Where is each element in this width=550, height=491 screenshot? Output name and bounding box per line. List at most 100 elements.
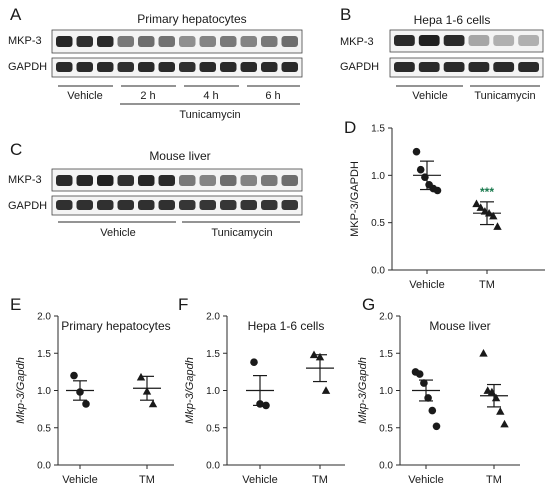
x-tick-label: Vehicle [62,474,97,486]
blot-band [281,36,298,47]
blot-band [97,62,114,72]
panel-b-row-label-mkp3: MKP-3 [340,36,374,48]
blot-band [117,200,134,210]
y-tick-label: 1.0 [37,386,51,397]
data-point [472,199,481,208]
blot-band [493,62,515,72]
x-tick-label: Vehicle [409,279,444,291]
blot-band [418,35,440,46]
panel-c-blot-gapdh [51,195,303,216]
blot-band [493,35,515,46]
y-tick-label: 1.0 [371,171,385,182]
panel-b-bands-mkp3 [394,35,539,46]
blot-band [199,175,216,186]
blot-band [443,62,465,72]
panel-c-group-tunicamycin: Tunicamycin [211,227,272,239]
blot-band [240,62,257,72]
panel-d-letter: D [344,118,356,137]
y-axis-label: Mkp-3/Gapdh [184,357,196,424]
blot-band [97,200,114,210]
panel-a-title: Primary hepatocytes [137,12,246,26]
x-tick-label: TM [486,474,502,486]
panel-c-group-vehicle: Vehicle [100,227,135,239]
panel-c-letter: C [10,140,22,159]
blot-band [76,62,93,72]
panel-a-group-2h: 2 h [140,90,155,102]
blot-band [468,35,490,46]
blot-band [281,62,298,72]
y-tick-label: 1.0 [206,386,220,397]
data-point [70,371,78,380]
panel-b-row-label-gapdh: GAPDH [340,61,379,73]
data-point [493,222,502,230]
panel-a-group-6h: 6 h [265,90,280,102]
data-point [428,406,437,415]
blot-band [240,175,257,186]
blot-band [56,36,73,47]
blot-band [281,200,298,210]
data-point [479,349,488,357]
blot-band [220,62,237,72]
y-tick-label: 0.5 [371,218,385,229]
panel-c-bands-gapdh [56,200,298,210]
blot-band [394,62,415,72]
data-point [415,370,424,378]
data-point [321,386,331,394]
panel-e-chart: Primary hepatocytes 0.0 0.5 1.0 1.5 2.0 Mkp-3/… [15,312,174,486]
panel-a-bands-mkp3 [56,36,298,47]
blot-band [199,200,216,210]
data-point [82,400,90,408]
y-axis-label: Mkp-3/Gapdh [15,357,27,424]
panel-a-letter: A [10,5,22,24]
panel-c-bands-mkp3 [56,175,298,186]
chart-title: Hepa 1-6 cells [248,319,325,333]
blot-band [76,200,93,210]
panel-a-group-4h: 4 h [203,90,218,102]
y-tick-label: 2.0 [379,312,393,323]
panel-a-group-vehicle: Vehicle [67,90,102,102]
y-tick-label: 0.0 [379,461,393,472]
y-axis-label: MKP-3/GAPDH [349,161,361,237]
blot-band [179,62,196,72]
data-point [250,358,258,367]
blot-band [199,62,216,72]
blot-band [281,175,298,186]
blot-band [418,62,440,72]
x-tick-label: TM [139,474,155,486]
data-point [489,211,498,220]
y-tick-label: 1.0 [379,386,393,397]
y-axis-label: Mkp-3/Gapdh [357,357,369,424]
blot-band [394,35,415,46]
blot-band [117,36,134,47]
y-tick-label: 1.5 [37,349,51,360]
blot-band [56,175,73,186]
panel-a: A Primary hepatocytes MKP-3 GAPDH Vehicl… [8,5,303,121]
blot-band [179,36,196,47]
chart-title: Mouse liver [429,319,490,333]
blot-band [220,200,237,210]
y-tick-label: 2.0 [206,312,220,323]
y-tick-label: 1.5 [371,124,385,135]
blot-band [240,200,257,210]
blot-band [158,175,175,186]
data-point [432,422,441,431]
y-tick-label: 0.0 [371,266,385,277]
blot-band [97,36,114,47]
blot-band [76,175,93,186]
x-tick-label: Vehicle [242,474,277,486]
blot-band [220,36,237,47]
blot-band [179,200,196,210]
blot-band [56,200,73,210]
x-tick-label: TM [312,474,328,486]
blot-band [518,35,539,46]
blot-band [261,62,278,72]
y-tick-label: 2.0 [37,312,51,323]
blot-band [97,175,114,186]
blot-band [56,62,73,72]
panel-a-blot-mkp3 [51,29,303,54]
data-point [412,147,421,156]
blot-band [261,175,278,186]
blot-band [138,36,155,47]
panel-d-chart: 0.0 0.5 1.0 1.5 MKP-3/GAPDH Vehicle TM *** [349,124,545,291]
blot-band [138,200,155,210]
